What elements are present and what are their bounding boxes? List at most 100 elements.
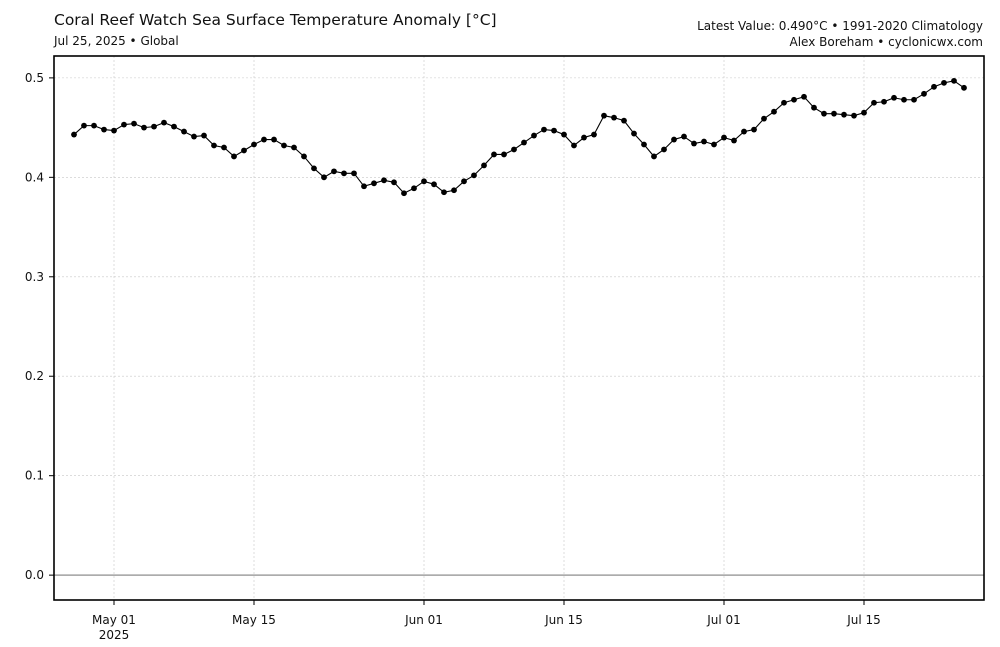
data-point [251, 141, 257, 148]
data-point [901, 96, 907, 103]
data-point [821, 110, 827, 117]
data-point [801, 93, 807, 100]
data-point [951, 77, 957, 84]
data-point [741, 128, 747, 135]
data-point [321, 174, 327, 181]
data-point [851, 112, 857, 119]
data-point [831, 110, 837, 117]
data-point [721, 134, 727, 141]
data-point [531, 132, 537, 139]
data-point [861, 109, 867, 116]
data-point [361, 183, 367, 190]
data-point [671, 136, 677, 143]
data-point [71, 131, 77, 138]
data-point [311, 165, 317, 172]
data-point [191, 133, 197, 140]
x-tick-label: May 15 [232, 613, 276, 627]
data-point [561, 131, 567, 138]
data-point [631, 130, 637, 137]
data-point [341, 170, 347, 177]
data-point [871, 99, 877, 106]
data-point [151, 123, 157, 130]
data-point [581, 134, 587, 141]
data-point [221, 144, 227, 151]
data-point [471, 172, 477, 179]
data-point [941, 79, 947, 86]
data-point [281, 142, 287, 149]
x-tick-year-label: 2025 [99, 628, 130, 642]
data-point [271, 136, 277, 143]
data-point [651, 153, 657, 160]
data-point [641, 141, 647, 148]
data-point [171, 123, 177, 130]
data-point [711, 141, 717, 148]
data-point [451, 187, 457, 194]
data-point [441, 189, 447, 196]
data-point [551, 127, 557, 134]
data-point [351, 170, 357, 177]
data-point [241, 147, 247, 154]
data-point [511, 146, 517, 153]
data-point [931, 83, 937, 90]
y-tick-label: 0.1 [25, 469, 44, 483]
data-point [481, 162, 487, 169]
data-point [791, 96, 797, 103]
data-point [681, 133, 687, 140]
data-point [621, 117, 627, 124]
chart-title: Coral Reef Watch Sea Surface Temperature… [54, 11, 497, 29]
data-point [811, 104, 817, 111]
data-point [881, 98, 887, 105]
x-tick-label: Jun 01 [404, 613, 443, 627]
chart-subtitle: Jul 25, 2025 • Global [54, 34, 179, 48]
data-point [121, 121, 127, 128]
data-point [211, 142, 217, 149]
data-point [591, 131, 597, 138]
y-tick-label: 0.4 [25, 170, 44, 184]
data-point [541, 126, 547, 133]
series-line [73, 80, 965, 194]
data-point [91, 122, 97, 129]
data-point [911, 96, 917, 103]
data-point [761, 115, 767, 122]
data-point [301, 153, 307, 160]
data-point [261, 136, 267, 143]
y-tick-label: 0.0 [25, 568, 44, 582]
data-point [141, 124, 147, 131]
x-tick-label: Jul 15 [846, 613, 881, 627]
data-series [71, 77, 967, 197]
data-point [131, 120, 137, 127]
data-point [381, 177, 387, 184]
x-tick-label: Jun 15 [544, 613, 583, 627]
data-point [421, 178, 427, 185]
data-point [331, 168, 337, 175]
data-point [401, 190, 407, 197]
data-point [521, 139, 527, 146]
data-point [501, 151, 507, 158]
data-point [431, 181, 437, 188]
data-point [101, 126, 107, 133]
data-point [921, 90, 927, 97]
latest-value-info: Latest Value: 0.490°C • 1991-2020 Climat… [697, 19, 983, 33]
data-point [691, 140, 697, 147]
data-point [701, 138, 707, 145]
y-tick-label: 0.5 [25, 71, 44, 85]
data-point [411, 185, 417, 192]
data-point [231, 153, 237, 160]
data-point [771, 108, 777, 115]
data-point [81, 122, 87, 129]
data-point [461, 178, 467, 185]
data-point [371, 180, 377, 187]
data-point [181, 128, 187, 135]
data-point [891, 94, 897, 101]
data-point [161, 119, 167, 126]
plot-frame [53, 55, 985, 601]
data-point [841, 111, 847, 118]
data-point [601, 112, 607, 119]
data-point [111, 127, 117, 134]
attribution-info: Alex Boreham • cyclonicwx.com [789, 35, 983, 49]
data-point [781, 99, 787, 106]
data-point [291, 144, 297, 151]
x-tick-label: Jul 01 [706, 613, 741, 627]
